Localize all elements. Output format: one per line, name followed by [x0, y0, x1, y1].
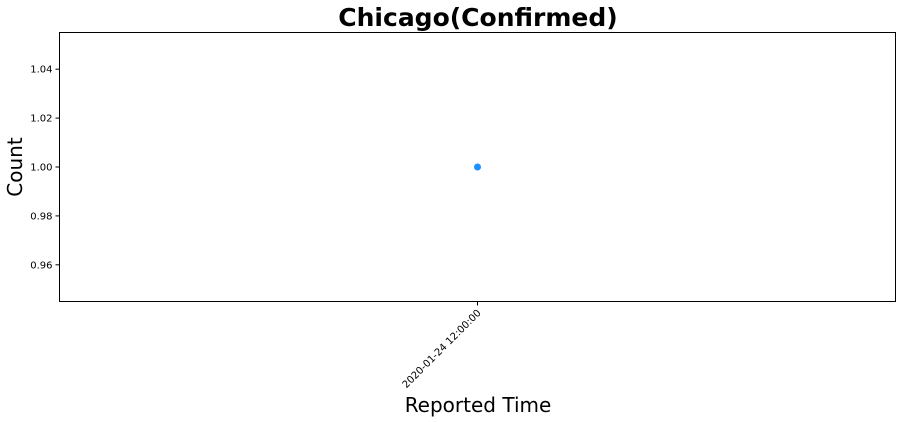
y-tick-label: 0.98	[30, 211, 52, 222]
y-axis: 0.96 0.98 1.00 1.02 1.04	[30, 65, 60, 271]
data-point	[474, 163, 481, 171]
chart-title: Chicago(Confirmed)	[338, 3, 617, 32]
data-points	[474, 163, 481, 171]
x-axis-label: Reported Time	[405, 393, 552, 417]
y-tick-label: 1.02	[30, 114, 52, 125]
x-axis: 2020-01-24 12:00:00	[401, 301, 484, 391]
y-tick-label: 1.04	[30, 65, 52, 76]
y-tick-label: 1.00	[30, 163, 52, 174]
y-axis-label: Count	[3, 137, 27, 197]
x-tick-label: 2020-01-24 12:00:00	[401, 308, 484, 391]
y-tick-label: 0.96	[30, 260, 52, 271]
